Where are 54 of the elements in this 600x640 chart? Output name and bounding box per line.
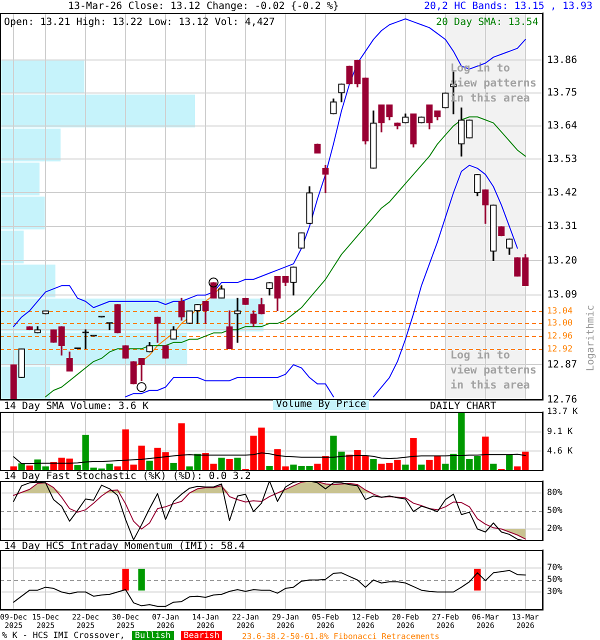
text: Bullish [132, 631, 174, 640]
y-tick-label: 13.20 [547, 255, 578, 266]
ref-line-label: 13.00 [547, 318, 573, 329]
bar [234, 458, 241, 471]
bar [218, 458, 225, 471]
bar [370, 459, 377, 471]
y-tick-label: 13.86 [547, 54, 578, 66]
y-tick-label: 13.7 K [547, 407, 579, 418]
chart-title: 13-Mar-26 Close: 13.12 Change: -0.02 {-0.2 %} [68, 1, 339, 12]
ref-line-label: 13.04 [547, 306, 573, 317]
bar [0, 60, 84, 94]
legend-title: % K - HCS IMI Crossover, [2, 631, 125, 640]
y-tick-label: 9.1 K [547, 427, 574, 438]
text: 23.6-38.2-50-61.8% Fibonacci Retracements [242, 632, 440, 640]
bar [178, 423, 185, 471]
candlestick [106, 322, 113, 330]
bar [146, 460, 153, 471]
candlestick [322, 164, 329, 194]
y-tick-label: 20% [547, 524, 562, 534]
y-tick-label: 80% [547, 488, 562, 498]
ref-line-label: 12.96 [547, 332, 573, 342]
annotation: Log in to view patterns in this area [450, 348, 537, 392]
y-tick-label: 50% [547, 575, 562, 586]
text: Bearish [180, 631, 222, 640]
bar [226, 459, 233, 471]
y-tick-label: 12.76 [547, 394, 578, 406]
bar [482, 436, 489, 471]
y-tick-label: 4.6 K [547, 446, 574, 456]
chart-subtitle: Open: 13.21 High: 13.22 Low: 13.12 Vol: 4,427 [4, 17, 275, 28]
y-tick-label: 30% [547, 587, 562, 598]
ref-line-label: 12.92 [547, 344, 573, 355]
y-tick-label: 70% [547, 563, 562, 574]
text: 20 Day SMA: 13.54 [436, 17, 538, 28]
bar [410, 438, 417, 471]
bar [506, 454, 513, 471]
text: DAILY CHART [430, 401, 496, 412]
y-tick-label: 12.87 [547, 359, 578, 370]
y-tick-label: 13.31 [547, 221, 578, 232]
y-tick-label: 50% [547, 506, 562, 516]
chart-title: 14 Day HCS Intraday Momentum (IMI): 58.4 [4, 541, 245, 552]
chart-title: 14 Day SMA Volume: 3.6 K [4, 401, 148, 412]
candlestick [234, 298, 241, 343]
y-axis-title: Logarithmic [586, 304, 596, 372]
bar [418, 464, 425, 471]
y-tick-label: 13.09 [547, 290, 578, 301]
y-tick-label: 13.53 [547, 154, 578, 165]
y-tick-label: 13.42 [547, 187, 578, 198]
y-tick-label: 13.75 [547, 88, 578, 99]
bar [402, 464, 409, 471]
bar [170, 462, 177, 471]
text: Volume By Price [273, 399, 370, 410]
series-label: 20,2 HC Bands: 13.15 , 13.93 [424, 1, 593, 12]
y-tick-label: 13.64 [547, 120, 578, 132]
chart-title: 14 Day Fast Stochastic (%K) (%D): 0.0 3.2 [4, 471, 251, 482]
